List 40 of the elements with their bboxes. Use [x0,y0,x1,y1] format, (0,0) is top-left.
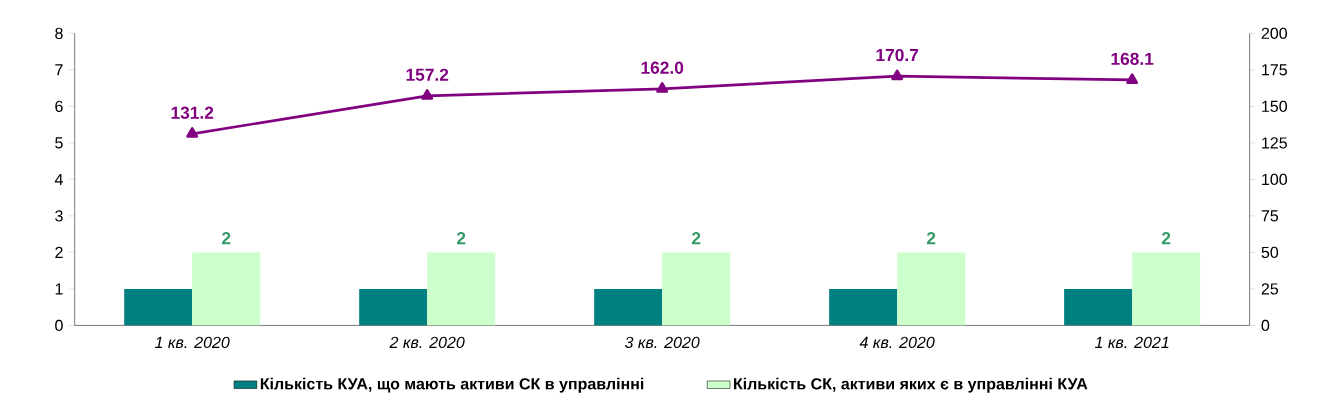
point [421,89,434,100]
y-tick-label: 8 [55,27,63,39]
y2-tick-label: 125 [1262,137,1287,149]
y-tick-label: 4 [54,173,63,185]
y-tick-label: 0 [55,319,63,332]
y-tick-label: 5 [55,137,63,149]
x-tick-label: 3 кв. 2020 [624,336,700,348]
data-label: 2 [221,231,231,245]
point [186,127,199,138]
data-label: 157.2 [406,68,449,81]
data-label: 2 [691,231,701,245]
x-tick-label: 1 кв. 2021 [1094,336,1169,348]
y2-tick-label: 25 [1261,283,1279,295]
y2-tick-label: 0 [1261,319,1270,332]
data-label: 131.2 [171,106,214,119]
x-tick-label: 1 кв. 2020 [155,336,230,348]
y2-tick-label: 75 [1261,210,1279,222]
x-tick-label: 4 кв. 2020 [859,336,935,348]
y-tick-label: 2 [55,246,63,258]
y-tick-label: 3 [55,210,63,222]
point [891,69,904,81]
y2-tick-label: 100 [1262,173,1288,185]
point [656,82,669,93]
y-tick-label: 6 [55,100,63,112]
point [1126,73,1139,84]
data-label: 2 [1161,231,1171,245]
legend-label: Кількість КУА, що мають активи СК в управлінні [260,377,644,393]
data-label: 2 [456,231,466,245]
y2-tick-label: 200 [1261,27,1288,39]
data-label: 162.0 [641,61,684,74]
x-tick-label: 2 кв. 2020 [389,336,465,348]
data-label: 170.7 [876,48,919,62]
y2-tick-label: 150 [1262,100,1288,112]
y2-tick-label: 50 [1261,246,1279,258]
data-label: 2 [926,231,936,245]
legend-label: Кількість СК, активи яких є в управлінні КУА [734,377,1088,393]
y-tick-label: 1 [55,283,63,295]
y-tick-label: 7 [55,64,63,76]
data-label: 168.1 [1111,52,1154,65]
y2-tick-label: 175 [1262,64,1287,76]
